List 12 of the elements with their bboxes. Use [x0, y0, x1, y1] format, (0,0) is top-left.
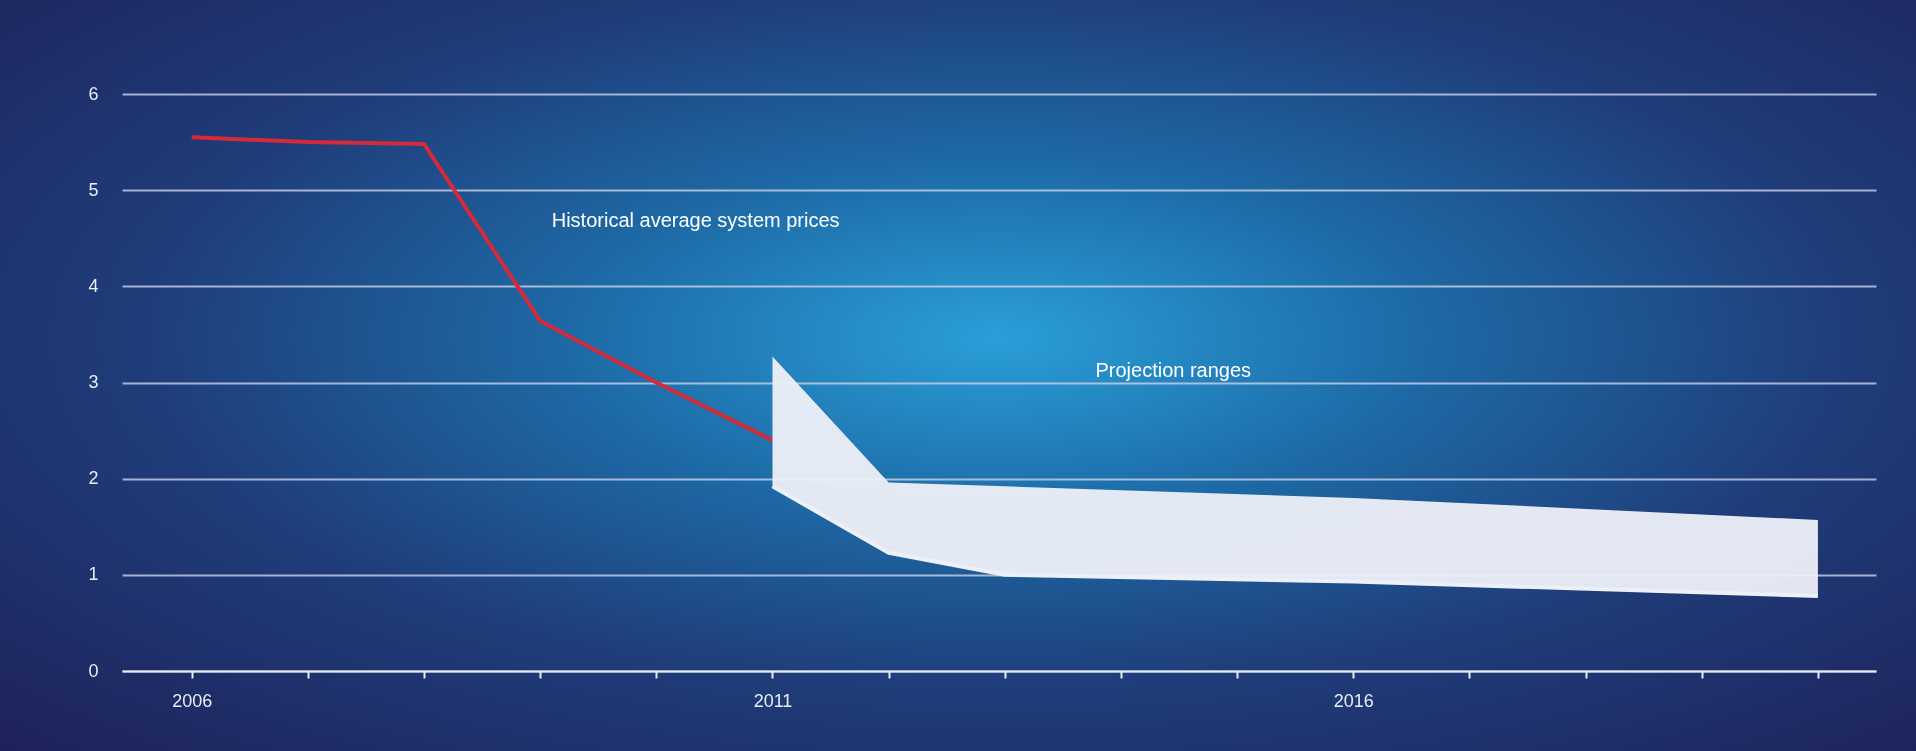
annotation: Historical average system prices	[551, 208, 840, 231]
y-tick-label: 4	[88, 275, 99, 296]
x-tick-label: 2011	[753, 690, 793, 711]
y-tick-label: 0	[88, 660, 99, 681]
annotation: Projection ranges	[1095, 358, 1252, 381]
y-tick-label: 3	[88, 372, 99, 392]
y-tick-label: 5	[88, 179, 99, 200]
y-tick-label: 6	[88, 83, 99, 104]
x-tick-label: 2006	[172, 690, 213, 711]
y-tick-label: 1	[88, 564, 99, 585]
x-tick-label: 2016	[1333, 690, 1374, 711]
y-tick-label: 2	[88, 468, 99, 489]
